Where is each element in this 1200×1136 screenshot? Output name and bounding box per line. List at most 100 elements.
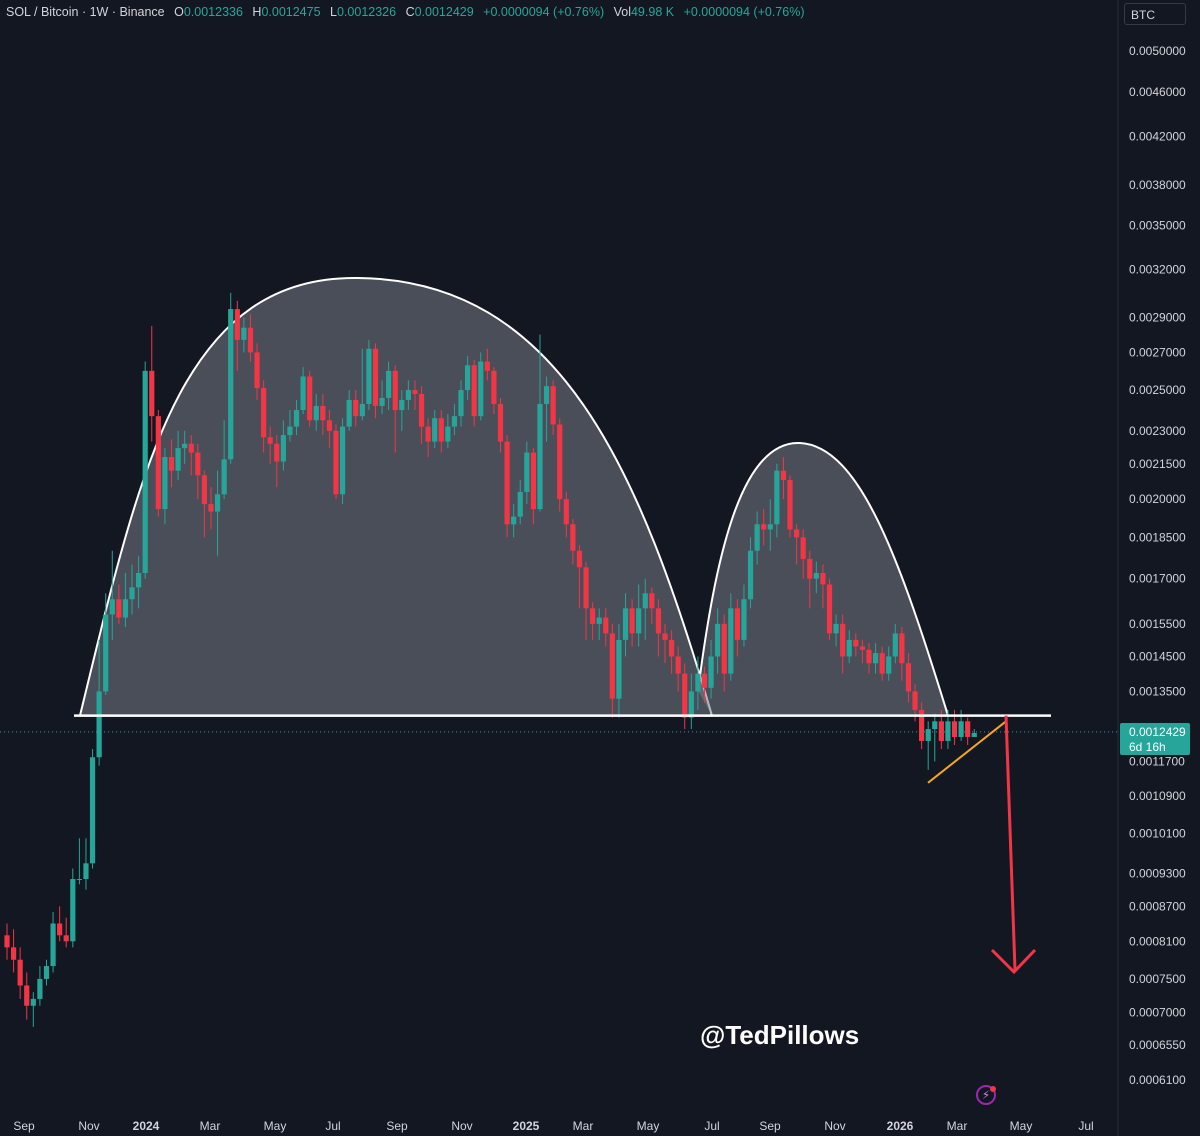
candle-body: [826, 584, 833, 634]
candle-body: [951, 721, 958, 737]
price-tick-label: 0.0008100: [1129, 934, 1186, 948]
candle-body: [642, 593, 648, 609]
candle-body: [267, 437, 273, 444]
time-tick-label: Jul: [325, 1119, 340, 1133]
candle-body: [780, 470, 787, 481]
candle-body: [971, 733, 977, 737]
time-tick-label: 2025: [513, 1119, 540, 1133]
candle-body: [570, 524, 576, 551]
time-axis[interactable]: Sep Nov 2024 Mar May Jul Sep Nov 2025 Mar May Jul Se…: [13, 1119, 1093, 1133]
candle-body: [142, 370, 148, 573]
candle-body: [537, 403, 543, 510]
candle-body: [247, 327, 254, 353]
candle-body: [662, 633, 668, 640]
candle-body: [636, 608, 642, 634]
price-tick-label: 0.0011700: [1129, 754, 1185, 768]
candle-body: [576, 550, 583, 568]
open-label: O: [174, 5, 184, 19]
candle-body: [774, 470, 780, 525]
open-value: 0.0012336: [183, 5, 243, 19]
candle-body: [280, 435, 286, 462]
candle-body: [958, 721, 964, 737]
candle-body: [339, 426, 346, 495]
price-tick-label: 0.0010900: [1129, 789, 1186, 803]
candle-body: [201, 475, 207, 505]
time-tick-label: Jul: [704, 1119, 719, 1133]
candle-body: [701, 673, 708, 688]
candle-body: [175, 448, 181, 471]
bar-countdown: 6d 16h: [1129, 740, 1166, 754]
price-tick-label: 0.0015500: [1129, 617, 1186, 631]
price-tick-label: 0.0008700: [1129, 899, 1186, 913]
candle-body: [293, 410, 300, 427]
candle-body: [484, 361, 490, 371]
candle-body: [543, 386, 550, 404]
change-value: +0.0000094 (+0.76%): [483, 5, 605, 19]
time-tick-label: Mar: [200, 1119, 221, 1133]
candle-body: [300, 376, 306, 411]
candle-body: [511, 516, 517, 525]
candle-body: [859, 646, 865, 650]
last-price-tag: 0.0012429 6d 16h: [1120, 723, 1190, 755]
low-value: 0.0012326: [336, 5, 397, 19]
candle-body: [24, 985, 30, 1006]
candle-body: [708, 656, 714, 688]
volume-value: 49.98 K: [630, 5, 675, 19]
price-tick-label: 0.0035000: [1129, 218, 1186, 232]
price-tick-label: 0.0014500: [1129, 649, 1186, 663]
price-tick-label: 0.0010100: [1129, 826, 1186, 840]
candle-body: [925, 729, 931, 741]
candle-body: [195, 452, 201, 476]
candle-body: [787, 480, 793, 530]
candle-body: [432, 418, 438, 442]
price-tick-label: 0.0020000: [1129, 492, 1186, 506]
candle-body: [603, 617, 609, 634]
candle-body: [10, 947, 17, 960]
candle-body: [346, 399, 352, 427]
candle-body: [504, 441, 510, 525]
candle-body: [668, 639, 675, 657]
price-tick-label: 0.0046000: [1129, 85, 1186, 99]
candle-body: [747, 550, 754, 600]
candle-body: [241, 327, 247, 340]
lightning-icon[interactable]: ⚡: [976, 1085, 996, 1105]
candle-body: [919, 709, 925, 741]
candle-body: [563, 499, 569, 525]
time-tick-label: Mar: [947, 1119, 968, 1133]
time-tick-label: Sep: [386, 1119, 408, 1133]
candle-body: [609, 633, 615, 699]
projection-arrow-shaft: [1004, 715, 1017, 971]
price-tick-label: 0.0027000: [1129, 345, 1186, 359]
price-axis[interactable]: 0.0050000 0.0046000 0.0042000 0.0038000 0.00…: [1129, 44, 1186, 1087]
candle-body: [596, 617, 602, 624]
candle-body: [491, 370, 497, 404]
candle-body: [853, 639, 859, 647]
candle-body: [234, 309, 240, 340]
candle-body: [715, 623, 721, 657]
candle-body: [471, 365, 477, 417]
candle-body: [899, 633, 905, 664]
candle-body: [50, 923, 56, 967]
candle-body: [333, 430, 339, 495]
candle-body: [162, 457, 168, 510]
candle-body: [655, 608, 662, 634]
candle-body: [313, 405, 319, 421]
price-tick-label: 0.0038000: [1129, 178, 1186, 192]
currency-button[interactable]: BTC: [1124, 3, 1186, 25]
time-tick-label: May: [637, 1119, 660, 1133]
candle-body: [754, 524, 760, 551]
close-value: 0.0012429: [414, 5, 474, 19]
candle-body: [945, 721, 951, 741]
time-tick-label: May: [1010, 1119, 1033, 1133]
candle-body: [965, 721, 971, 737]
symbol-title[interactable]: SOL / Bitcoin · 1W · Binance: [6, 5, 165, 19]
candle-body: [675, 656, 681, 674]
candle-body: [524, 452, 530, 492]
candle-body: [103, 614, 109, 692]
candle-body: [359, 403, 365, 417]
candle-body: [168, 457, 175, 471]
candle-body: [846, 639, 852, 657]
candle-body: [214, 494, 221, 512]
volume-label: Vol: [613, 5, 631, 19]
